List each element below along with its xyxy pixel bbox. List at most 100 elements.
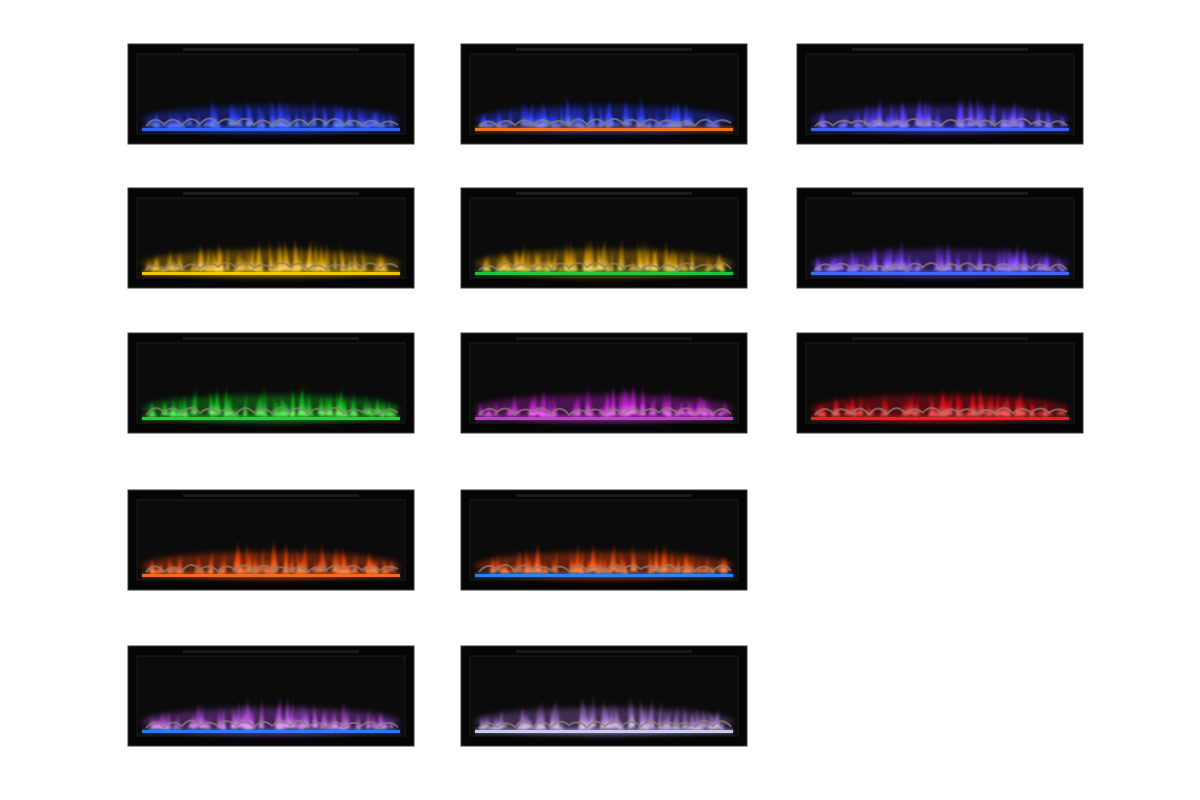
flame [988, 92, 997, 126]
flame [602, 549, 608, 574]
flame [262, 379, 268, 417]
ember-bed-glow [811, 415, 1069, 421]
flame [713, 113, 720, 127]
fireplace [796, 187, 1084, 289]
flame [705, 253, 711, 272]
flame [686, 555, 692, 574]
flame [298, 253, 302, 270]
logs [814, 406, 1068, 417]
flame [928, 390, 937, 417]
flame [254, 242, 264, 270]
flame [820, 112, 827, 128]
ember-bed-glow [475, 126, 733, 132]
flame [976, 242, 983, 271]
ember-bed-glow [142, 728, 400, 734]
flame [939, 239, 944, 272]
flame [580, 695, 590, 728]
flame [575, 552, 582, 573]
flame [630, 543, 638, 572]
top-vent [516, 494, 692, 497]
flame [720, 716, 726, 730]
flame [282, 236, 291, 270]
top-vent [516, 650, 692, 653]
flame [1019, 101, 1025, 128]
flame [283, 539, 288, 573]
flame [898, 235, 905, 271]
flame [640, 380, 646, 416]
flame [288, 551, 295, 572]
flame [657, 696, 663, 729]
logs [814, 262, 1068, 272]
top-vent [516, 337, 692, 340]
flame [369, 405, 376, 417]
logs [478, 563, 732, 574]
flame [618, 549, 627, 572]
flame [318, 540, 328, 572]
flame [355, 102, 364, 127]
flame [998, 396, 1007, 415]
flame [269, 94, 275, 128]
flame [905, 391, 912, 415]
flame [284, 700, 291, 728]
flame [194, 700, 202, 728]
flame [628, 382, 637, 415]
flame [669, 99, 679, 127]
flame [167, 106, 177, 128]
flame [297, 382, 307, 416]
fireplace [127, 187, 415, 289]
flame [617, 387, 625, 416]
flame [252, 708, 256, 730]
flame [322, 239, 331, 272]
flame [489, 554, 496, 574]
flame [675, 554, 682, 572]
flame [1036, 407, 1044, 415]
flame [598, 235, 608, 270]
flame [549, 697, 556, 728]
flame [374, 394, 382, 415]
flame [588, 95, 595, 126]
flame [1046, 258, 1050, 270]
flame [590, 689, 597, 728]
flame [151, 263, 161, 271]
flame [878, 92, 883, 126]
flame [483, 405, 493, 417]
flame [504, 256, 513, 272]
flame [584, 381, 590, 416]
flame [665, 254, 671, 272]
flame [296, 546, 301, 572]
flame [701, 393, 708, 417]
top-vent [852, 48, 1028, 51]
flame [944, 237, 953, 271]
flame [504, 552, 509, 572]
flame [955, 387, 960, 417]
fireplace [127, 43, 415, 145]
flame [255, 559, 260, 574]
flame [291, 235, 301, 272]
flame [867, 253, 871, 271]
flame [703, 263, 711, 272]
flame [214, 97, 218, 126]
fireplace [127, 332, 415, 434]
flame [172, 713, 182, 730]
flame [843, 112, 849, 126]
ember-bed-glow [475, 270, 733, 276]
flame [208, 387, 215, 415]
flame [712, 119, 720, 128]
flame [872, 240, 878, 272]
ember-bed-glow [142, 572, 400, 578]
top-vent [852, 192, 1028, 195]
fireplace [460, 43, 748, 145]
logs [145, 719, 399, 730]
flame [617, 236, 626, 270]
flame [173, 109, 180, 128]
flame [588, 541, 597, 572]
flame [241, 253, 248, 270]
flame [1008, 97, 1018, 126]
flame [379, 250, 384, 270]
flame [212, 384, 222, 415]
flame [289, 696, 295, 728]
flame [346, 252, 353, 272]
flame [155, 564, 163, 574]
flame [970, 390, 977, 416]
